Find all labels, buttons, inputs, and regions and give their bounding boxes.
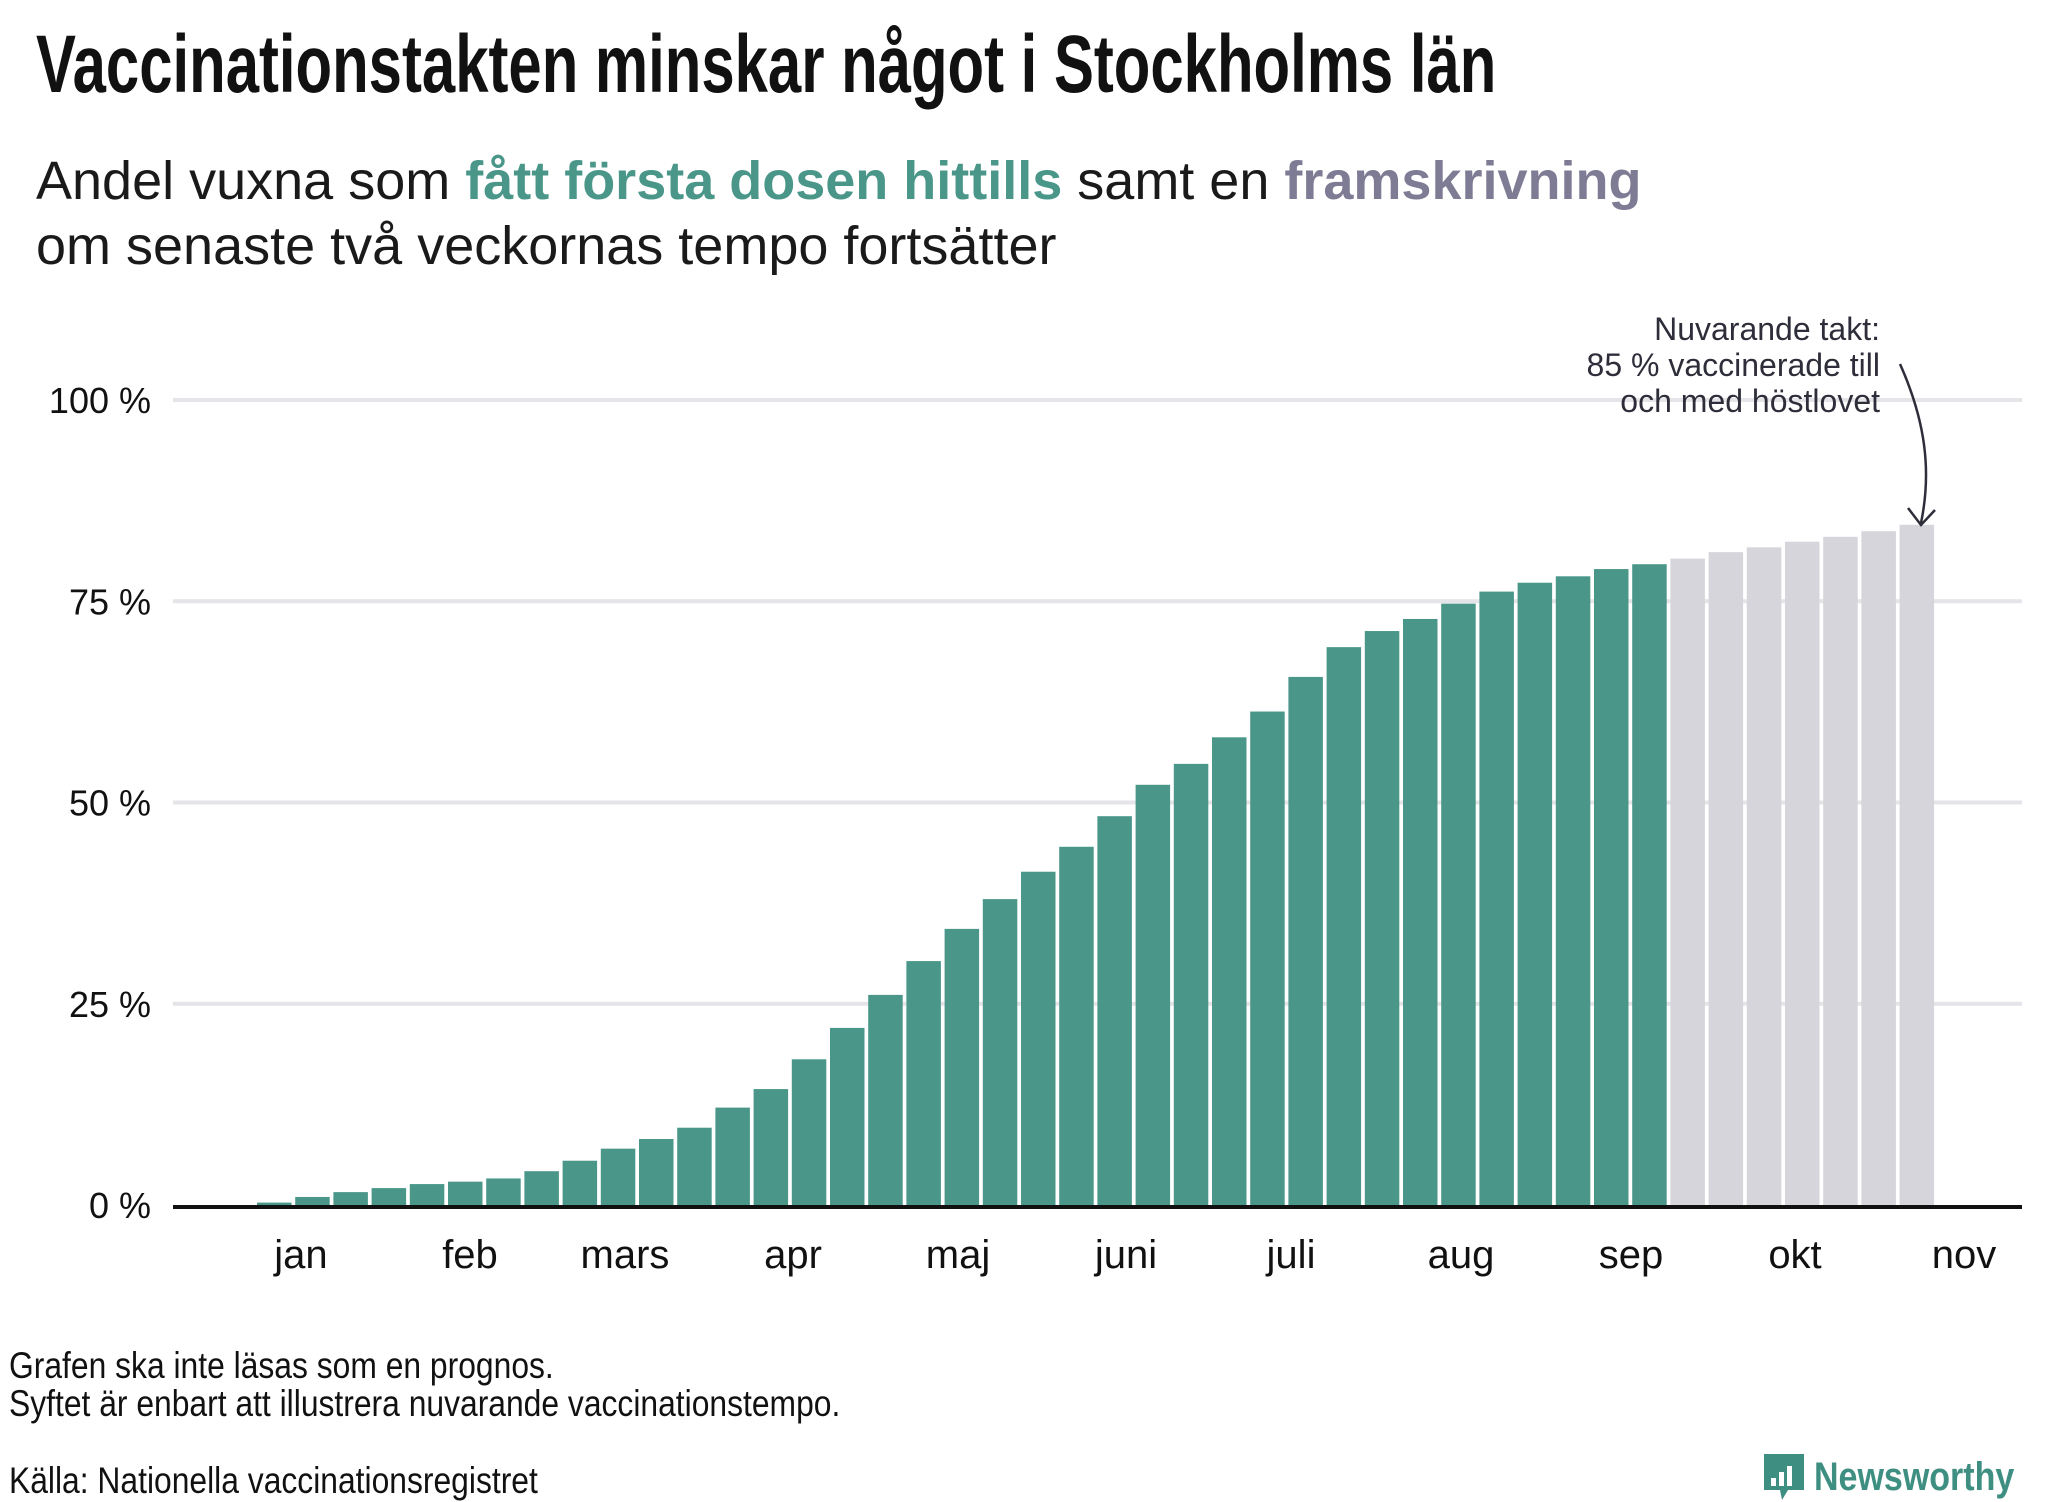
bar-actual — [333, 1192, 368, 1205]
footer-source: Källa: Nationella vaccinationsregistret — [9, 1460, 538, 1501]
chart-subtitle-line2: om senaste två veckornas tempo fortsätte… — [36, 216, 1057, 276]
x-tick-label: maj — [926, 1233, 990, 1277]
bar-actual — [1021, 871, 1056, 1205]
x-tick-label: juni — [1094, 1233, 1157, 1277]
bar-actual — [1212, 737, 1247, 1205]
bar-actual — [1135, 784, 1171, 1205]
bar-actual — [1364, 631, 1400, 1205]
bar-actual — [371, 1188, 407, 1205]
y-tick-label: 75 % — [69, 581, 151, 622]
bar-actual — [257, 1202, 292, 1205]
bar-projection — [1708, 552, 1744, 1205]
y-tick-label: 25 % — [69, 984, 151, 1025]
x-tick-label: juli — [1266, 1233, 1316, 1277]
brand-name: Newsworthy — [1814, 1454, 2015, 1499]
chart-title: Vaccinationstakten minskar något i Stock… — [36, 19, 1497, 110]
subtitle-text: samt en — [1062, 151, 1285, 211]
bar-actual — [639, 1138, 674, 1205]
bar-actual — [944, 928, 980, 1205]
x-tick-label: sep — [1599, 1233, 1664, 1277]
bar-actual — [1250, 711, 1285, 1205]
bar-actual — [1097, 816, 1132, 1205]
newsworthy-logo: Newsworthy — [1762, 1452, 2048, 1502]
bar-actual — [1173, 763, 1209, 1205]
bar-actual — [562, 1160, 598, 1205]
bar-actual — [1555, 576, 1591, 1205]
x-tick-label: mars — [581, 1233, 670, 1277]
bar-actual — [906, 961, 941, 1205]
annotation-text: och med höstlovet — [1620, 383, 1880, 419]
bar-actual — [1326, 647, 1362, 1205]
bar-actual — [1059, 846, 1094, 1205]
bar-actual — [448, 1181, 483, 1205]
bar-actual — [1517, 582, 1553, 1205]
footer-note-1: Grafen ska inte läsas som en prognos. — [9, 1345, 554, 1386]
y-tick-label: 0 % — [89, 1185, 151, 1226]
bar-actual — [830, 1027, 865, 1205]
subtitle-text: Andel vuxna som — [36, 151, 466, 211]
bar-actual — [791, 1059, 827, 1205]
x-tick-label: aug — [1428, 1233, 1495, 1277]
bar-actual — [868, 994, 903, 1205]
bar-projection — [1746, 547, 1782, 1205]
x-tick-label: jan — [273, 1233, 327, 1277]
bar-actual — [600, 1148, 636, 1205]
chart-subtitle-line1: Andel vuxna som fått första dosen hittil… — [36, 150, 1642, 212]
bar-projection — [1785, 541, 1820, 1205]
bar-actual — [1479, 591, 1514, 1205]
bar-projection — [1899, 524, 1935, 1205]
arrow-head-icon — [1907, 507, 1936, 527]
bar-actual — [1632, 564, 1667, 1205]
subtitle-highlight-actual: fått första dosen hittills — [465, 151, 1063, 211]
annotation-arrow — [1898, 363, 1928, 524]
bar-actual — [486, 1178, 521, 1205]
y-tick-label: 50 % — [69, 783, 151, 824]
bar-actual — [524, 1171, 559, 1205]
footer-note-2: Syftet är enbart att illustrera nuvarand… — [9, 1383, 841, 1424]
y-tick-label: 100 % — [49, 380, 151, 421]
x-tick-label: nov — [1932, 1233, 1997, 1277]
annotation-text: 85 % vaccinerade till — [1587, 347, 1880, 383]
annotation-text: Nuvarande takt: — [1654, 311, 1880, 347]
bar-projection — [1670, 558, 1705, 1205]
bar-projection — [1823, 536, 1858, 1205]
bar-actual — [295, 1196, 330, 1205]
bar-actual — [1403, 618, 1438, 1205]
bar-actual — [677, 1127, 712, 1205]
bar-projection — [1861, 531, 1896, 1205]
bar-actual — [409, 1184, 445, 1205]
x-tick-label: apr — [764, 1233, 822, 1277]
x-tick-label: okt — [1768, 1233, 1821, 1277]
bar-actual — [1441, 603, 1476, 1205]
bar-actual — [1288, 676, 1323, 1205]
subtitle-highlight-projection: framskrivning — [1284, 151, 1642, 211]
bar-chart-speech-bubble-icon — [1764, 1454, 1804, 1500]
bar-actual — [1594, 569, 1629, 1205]
x-tick-label: feb — [442, 1233, 498, 1277]
bar-actual — [982, 899, 1018, 1205]
bar-actual — [753, 1089, 789, 1205]
bar-actual — [715, 1107, 750, 1205]
